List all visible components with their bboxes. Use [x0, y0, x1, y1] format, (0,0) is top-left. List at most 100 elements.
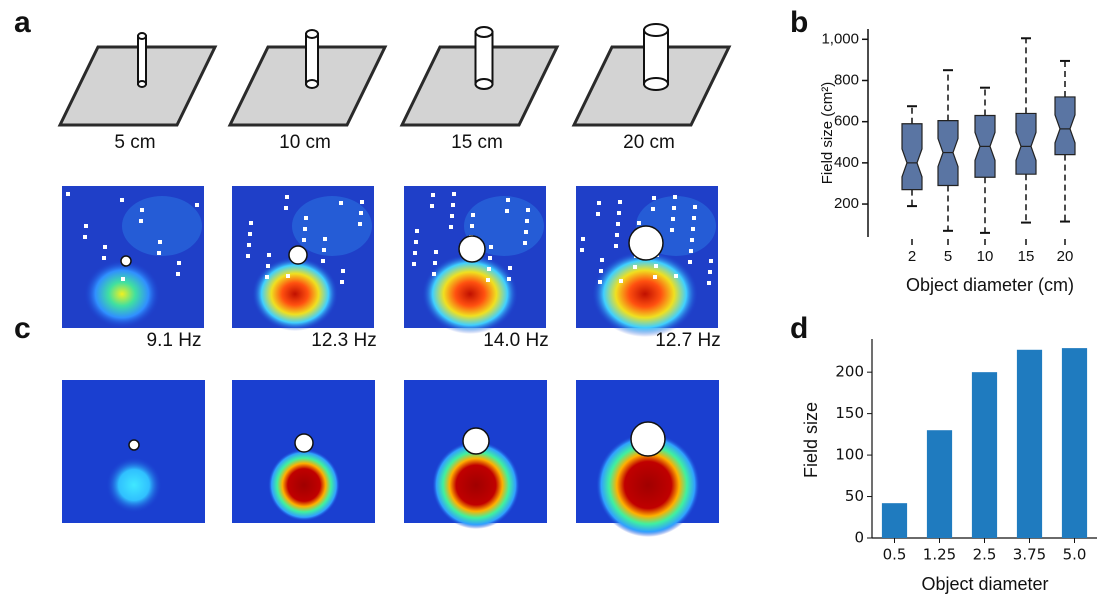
- panel-letter: b: [790, 6, 808, 39]
- cylinder-top: [306, 30, 318, 38]
- unvisited-bin: [177, 261, 181, 265]
- unvisited-bin: [303, 227, 307, 231]
- unvisited-bin: [651, 207, 655, 211]
- unvisited-bin: [321, 259, 325, 263]
- y-axis-label: Field size (cm²): [819, 82, 836, 185]
- unvisited-bin: [432, 272, 436, 276]
- unvisited-bin: [471, 213, 475, 217]
- unvisited-bin: [633, 265, 637, 269]
- unvisited-bin: [248, 232, 252, 236]
- unvisited-bin: [139, 219, 143, 223]
- unvisited-bin: [286, 274, 290, 278]
- x-axis-label: Object diameter (cm): [906, 275, 1074, 295]
- cylinder-base: [476, 79, 493, 89]
- y-tick-label: 400: [834, 154, 859, 171]
- unvisited-bin: [616, 222, 620, 226]
- x-tick-label: 2.5: [973, 546, 997, 564]
- unvisited-bin: [670, 228, 674, 232]
- y-tick-label: 0: [854, 529, 864, 547]
- object: [121, 256, 131, 266]
- y-tick-label: 150: [835, 404, 864, 422]
- unvisited-bin: [341, 269, 345, 273]
- unvisited-bin: [523, 241, 527, 245]
- unvisited-bin: [266, 264, 270, 268]
- cylinder-base: [306, 80, 318, 88]
- unvisited-bin: [415, 229, 419, 233]
- unvisited-bin: [597, 201, 601, 205]
- unvisited-bin: [526, 208, 530, 212]
- unvisited-bin: [508, 266, 512, 270]
- unvisited-bin: [617, 211, 621, 215]
- unvisited-bin: [430, 204, 434, 208]
- x-tick-label: 3.75: [1013, 546, 1046, 564]
- bar: [927, 430, 952, 538]
- unvisited-bin: [692, 216, 696, 220]
- unvisited-bin: [689, 249, 693, 253]
- cylinder-top: [476, 27, 493, 37]
- unvisited-bin: [671, 217, 675, 221]
- object: [289, 246, 307, 264]
- unvisited-bin: [176, 272, 180, 276]
- object: [631, 422, 665, 456]
- model-field: [106, 457, 162, 513]
- unvisited-bin: [673, 195, 677, 199]
- bar: [972, 372, 997, 538]
- cylinder: [306, 34, 318, 84]
- unvisited-bin: [688, 260, 692, 264]
- cylinder: [476, 32, 493, 84]
- unvisited-bin: [265, 275, 269, 279]
- y-tick-label: 600: [834, 113, 859, 130]
- unvisited-bin: [83, 235, 87, 239]
- y-tick-label: 50: [845, 487, 864, 505]
- cylinder-top: [644, 24, 668, 36]
- unvisited-bin: [431, 193, 435, 197]
- object: [129, 440, 139, 450]
- unvisited-bin: [249, 221, 253, 225]
- box: [902, 124, 922, 190]
- x-tick-label: 15: [1018, 248, 1035, 265]
- diameter-label: 5 cm: [114, 132, 155, 153]
- unvisited-bin: [486, 278, 490, 282]
- diameter-label: 10 cm: [279, 132, 331, 153]
- unvisited-bin: [412, 262, 416, 266]
- cylinder-base: [644, 78, 668, 90]
- object: [459, 236, 485, 262]
- diameter-label: 15 cm: [451, 132, 503, 153]
- unvisited-bin: [691, 227, 695, 231]
- unvisited-bin: [360, 200, 364, 204]
- bar: [1017, 350, 1042, 538]
- unvisited-bin: [66, 192, 70, 196]
- unvisited-bin: [449, 225, 453, 229]
- unvisited-bin: [340, 280, 344, 284]
- unvisited-bin: [359, 211, 363, 215]
- unvisited-bin: [653, 275, 657, 279]
- figure: a b c d 5 cm9.1 Hz10 cm12.3 Hz15 cm14.0 …: [0, 0, 1112, 600]
- unvisited-bin: [506, 198, 510, 202]
- rate-label: 14.0 Hz: [483, 330, 548, 351]
- unvisited-bin: [358, 222, 362, 226]
- unvisited-bin: [674, 274, 678, 278]
- unvisited-bin: [580, 248, 584, 252]
- unvisited-bin: [619, 279, 623, 283]
- unvisited-bin: [693, 205, 697, 209]
- unvisited-bin: [84, 224, 88, 228]
- x-tick-label: 20: [1057, 248, 1074, 265]
- rate-label: 9.1 Hz: [147, 330, 202, 351]
- unvisited-bin: [507, 277, 511, 281]
- cylinder: [644, 30, 668, 84]
- model-field: [268, 449, 340, 521]
- unvisited-bin: [709, 259, 713, 263]
- x-tick-label: 1.25: [923, 546, 956, 564]
- unvisited-bin: [267, 253, 271, 257]
- unvisited-bin: [525, 219, 529, 223]
- firing-field: [84, 260, 160, 328]
- map-blob: [122, 196, 202, 256]
- unvisited-bin: [102, 256, 106, 260]
- unvisited-bin: [285, 195, 289, 199]
- unvisited-bin: [246, 254, 250, 258]
- unvisited-bin: [247, 243, 251, 247]
- unvisited-bin: [140, 208, 144, 212]
- cylinder-base: [138, 81, 146, 87]
- y-tick-label: 200: [835, 363, 864, 381]
- unvisited-bin: [672, 206, 676, 210]
